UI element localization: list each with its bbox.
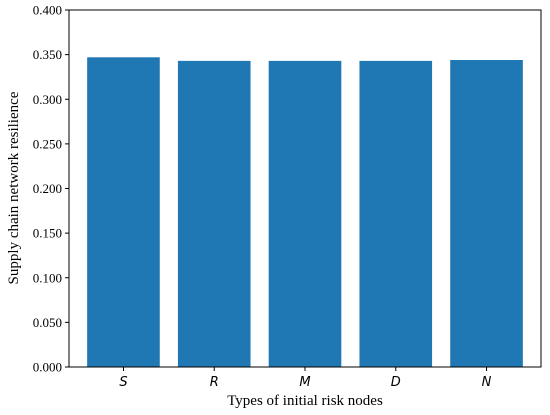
x-tick-label: D [391,375,401,390]
bar-N [450,59,523,367]
y-tick-label: 0.300 [33,92,62,107]
y-tick-label: 0.200 [33,181,62,196]
y-tick-label: 0.050 [33,315,62,330]
y-tick-label: 0.150 [33,226,62,241]
x-tick-label: N [482,375,492,390]
x-tick-label: R [210,375,219,390]
x-tick-label: S [119,375,127,390]
bar-D [359,60,433,368]
y-axis-title: Supply chain network resilience [6,91,22,284]
y-tick-label: 0.250 [33,136,62,151]
y-axis-ticks: 0.000 0.050 0.100 0.150 0.200 0.250 0.300 0.350… [33,3,69,375]
x-axis-title: Types of initial risk nodes [227,393,383,409]
bars-group [87,57,523,368]
x-tick-label: M [299,375,310,390]
y-tick-label: 0.000 [33,360,62,375]
y-tick-label: 0.400 [33,3,62,18]
bar-S [87,57,160,368]
bar-R [177,60,251,368]
y-tick-label: 0.100 [33,270,62,285]
plot-frame [68,9,542,368]
bar-M [268,60,342,368]
y-tick-label: 0.350 [33,47,62,62]
